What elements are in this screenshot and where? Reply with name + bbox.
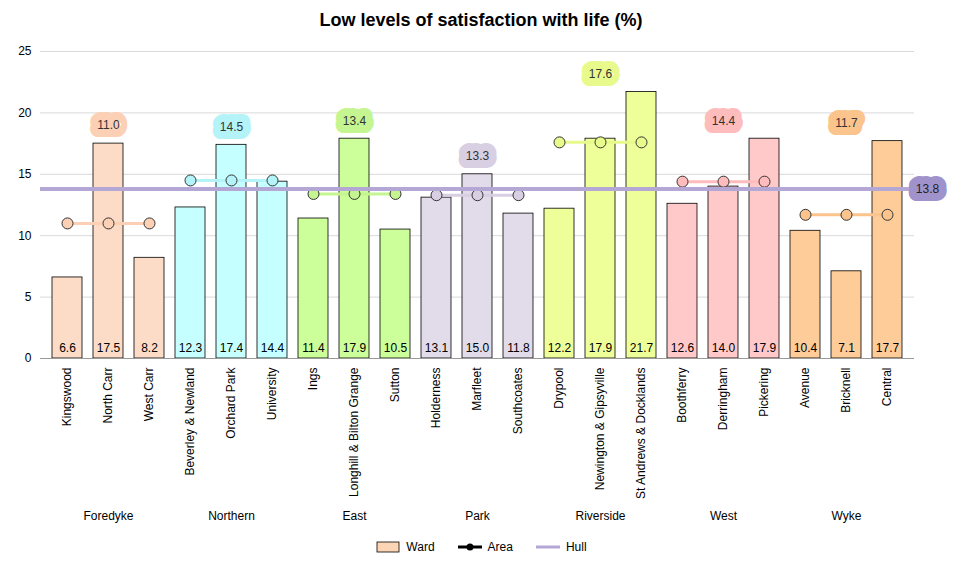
svg-text:5: 5: [25, 290, 32, 304]
svg-text:Marfleet: Marfleet: [470, 367, 484, 411]
svg-text:11.8: 11.8: [507, 341, 530, 355]
svg-text:Orchard Park: Orchard Park: [224, 367, 238, 439]
svg-text:Park: Park: [465, 509, 491, 523]
svg-text:Central: Central: [880, 368, 894, 407]
svg-text:25: 25: [18, 44, 32, 58]
svg-text:12.6: 12.6: [671, 341, 695, 355]
html-text:Ward: Ward: [406, 540, 435, 554]
svg-text:Derringham: Derringham: [716, 368, 730, 431]
svg-text:West: West: [710, 509, 738, 523]
svg-text:12.2: 12.2: [548, 341, 572, 355]
svg-text:17.7: 17.7: [876, 341, 900, 355]
svg-text:17.9: 17.9: [753, 341, 777, 355]
svg-text:Pickering: Pickering: [757, 368, 771, 417]
svg-text:Newington & Gipsyville: Newington & Gipsyville: [593, 367, 607, 490]
svg-text:Drypool: Drypool: [552, 368, 566, 409]
svg-text:St Andrews & Docklands: St Andrews & Docklands: [634, 368, 648, 499]
html-text:Hull: Hull: [566, 540, 587, 554]
svg-text:10.4: 10.4: [794, 341, 818, 355]
svg-text:Kingswood: Kingswood: [60, 368, 74, 427]
svg-text:17.9: 17.9: [343, 341, 367, 355]
svg-text:15: 15: [18, 167, 32, 181]
svg-text:14.5: 14.5: [220, 120, 244, 134]
svg-text:14.4: 14.4: [261, 341, 285, 355]
svg-text:Southcoates: Southcoates: [511, 368, 525, 435]
svg-text:6.6: 6.6: [59, 341, 76, 355]
svg-text:21.7: 21.7: [630, 341, 654, 355]
svg-text:13.8: 13.8: [916, 182, 940, 196]
svg-text:13.3: 13.3: [466, 149, 490, 163]
svg-text:14.4: 14.4: [712, 114, 736, 128]
svg-text:Sutton: Sutton: [388, 368, 402, 403]
svg-text:17.9: 17.9: [589, 341, 613, 355]
svg-text:Northern: Northern: [208, 509, 255, 523]
svg-text:17.6: 17.6: [589, 67, 613, 81]
svg-text:Bricknell: Bricknell: [839, 368, 853, 413]
html-text:Low levels of satisfaction wit: Low levels of satisfaction with life (%): [319, 10, 643, 30]
svg-text:Boothferry: Boothferry: [675, 368, 689, 423]
svg-text:11.7: 11.7: [835, 116, 858, 130]
svg-text:Longhill & Bilton Grange: Longhill & Bilton Grange: [347, 367, 361, 497]
svg-text:17.4: 17.4: [220, 341, 244, 355]
svg-text:10: 10: [18, 229, 32, 243]
svg-text:Holderness: Holderness: [429, 368, 443, 429]
svg-text:East: East: [342, 509, 367, 523]
svg-text:11.4: 11.4: [302, 341, 325, 355]
svg-text:North Carr: North Carr: [101, 368, 115, 424]
svg-text:11.0: 11.0: [97, 118, 120, 132]
svg-text:13.4: 13.4: [343, 114, 367, 128]
svg-text:Ings: Ings: [306, 368, 320, 391]
svg-text:Riverside: Riverside: [575, 509, 625, 523]
svg-text:20: 20: [18, 106, 32, 120]
svg-text:Beverley & Newland: Beverley & Newland: [183, 368, 197, 476]
svg-text:10.5: 10.5: [384, 341, 408, 355]
svg-text:12.3: 12.3: [179, 341, 203, 355]
svg-text:8.2: 8.2: [141, 341, 158, 355]
svg-text:Foredyke: Foredyke: [83, 509, 133, 523]
html-text:Area: Area: [487, 540, 513, 554]
svg-text:14.0: 14.0: [712, 341, 736, 355]
svg-text:Avenue: Avenue: [798, 367, 812, 408]
svg-text:University: University: [265, 368, 279, 421]
svg-text:13.1: 13.1: [425, 341, 449, 355]
svg-text:West Carr: West Carr: [142, 368, 156, 422]
svg-text:15.0: 15.0: [466, 341, 490, 355]
svg-text:17.5: 17.5: [97, 341, 121, 355]
svg-text:7.1: 7.1: [838, 341, 855, 355]
svg-text:Wyke: Wyke: [832, 509, 862, 523]
svg-text:0: 0: [25, 351, 32, 365]
